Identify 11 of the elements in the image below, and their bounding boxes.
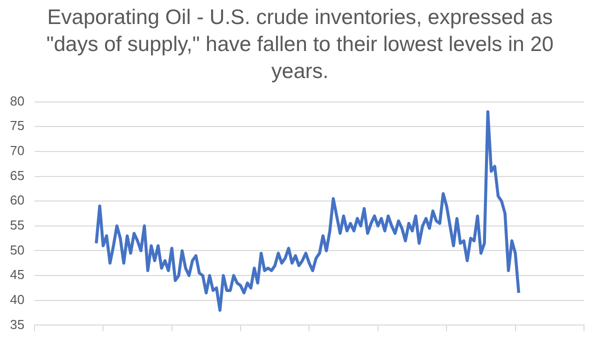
y-tick-label: 35: [10, 316, 24, 332]
y-tick-label: 65: [10, 168, 24, 183]
y-tick-label: 55: [10, 217, 24, 232]
y-tick-label: 60: [10, 192, 24, 208]
y-tick-label: 45: [10, 267, 24, 282]
y-tick-label: 80: [10, 93, 24, 108]
y-tick-label: 75: [10, 118, 24, 134]
y-tick-label: 70: [10, 143, 24, 158]
y-tick-label: 50: [10, 242, 24, 258]
chart-title: Evaporating Oil - U.S. crude inventories, expressed as "days of supply," have fallen to their lowest levels in 20 years.: [45, 5, 555, 84]
y-tick-label: 40: [10, 292, 24, 307]
